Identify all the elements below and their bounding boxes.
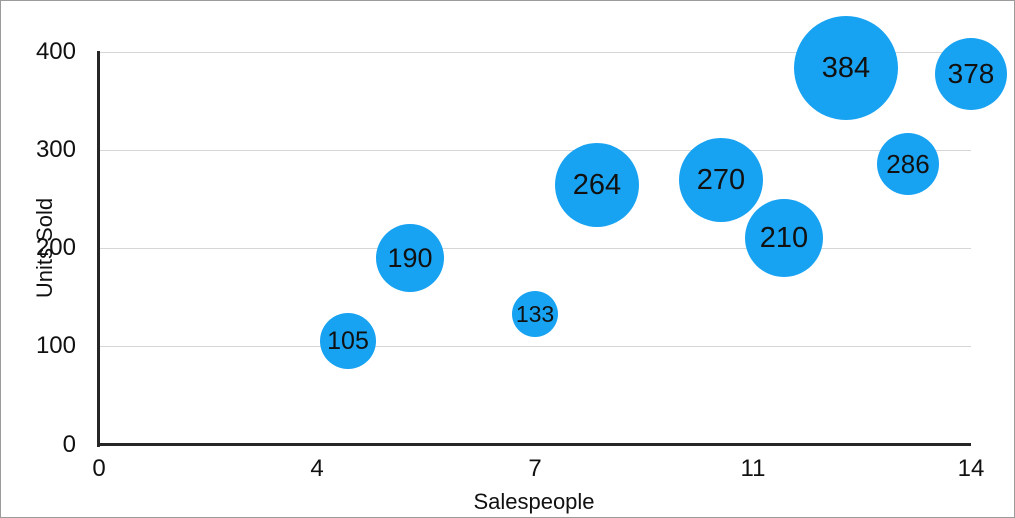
bubble[interactable]: 286 <box>877 133 939 195</box>
bubble[interactable]: 378 <box>935 38 1007 110</box>
bubble-value-label: 384 <box>821 51 871 84</box>
y-tick-label: 300 <box>35 136 76 163</box>
bubble[interactable]: 133 <box>512 291 558 337</box>
x-tick-label: 0 <box>92 455 106 482</box>
bubble-value-label: 190 <box>387 242 433 273</box>
bubble[interactable]: 105 <box>320 313 376 369</box>
bubble[interactable]: 264 <box>555 143 639 227</box>
y-gridline <box>98 52 971 53</box>
bubble-value-label: 270 <box>696 163 746 196</box>
y-tick-label: 100 <box>35 332 76 359</box>
y-axis-title: Units Sold <box>32 197 57 299</box>
y-tick-label: 0 <box>62 431 76 458</box>
y-gridline <box>98 150 971 151</box>
bubble[interactable]: 270 <box>679 138 763 222</box>
bubble-value-label: 133 <box>515 300 555 327</box>
y-axis-line <box>97 51 100 447</box>
x-tick-label: 14 <box>957 455 985 482</box>
bubble-value-label: 286 <box>886 148 930 179</box>
x-tick-label: 7 <box>528 455 542 482</box>
x-tick-label: 11 <box>740 455 766 482</box>
bubble[interactable]: 210 <box>745 199 823 277</box>
bubble[interactable]: 190 <box>376 224 444 292</box>
y-gridline <box>98 248 971 249</box>
x-tick-label: 4 <box>310 455 324 482</box>
bubble[interactable]: 384 <box>794 16 898 120</box>
bubble-value-label: 378 <box>947 58 995 89</box>
y-tick-label: 400 <box>35 38 76 65</box>
y-tick-label: 200 <box>35 234 76 261</box>
y-gridline <box>98 346 971 347</box>
x-axis-line <box>97 443 971 446</box>
x-axis-title: Salespeople <box>473 489 595 514</box>
bubble-value-label: 210 <box>759 221 809 254</box>
bubble-value-label: 105 <box>327 326 369 355</box>
bubble-value-label: 264 <box>572 168 622 201</box>
